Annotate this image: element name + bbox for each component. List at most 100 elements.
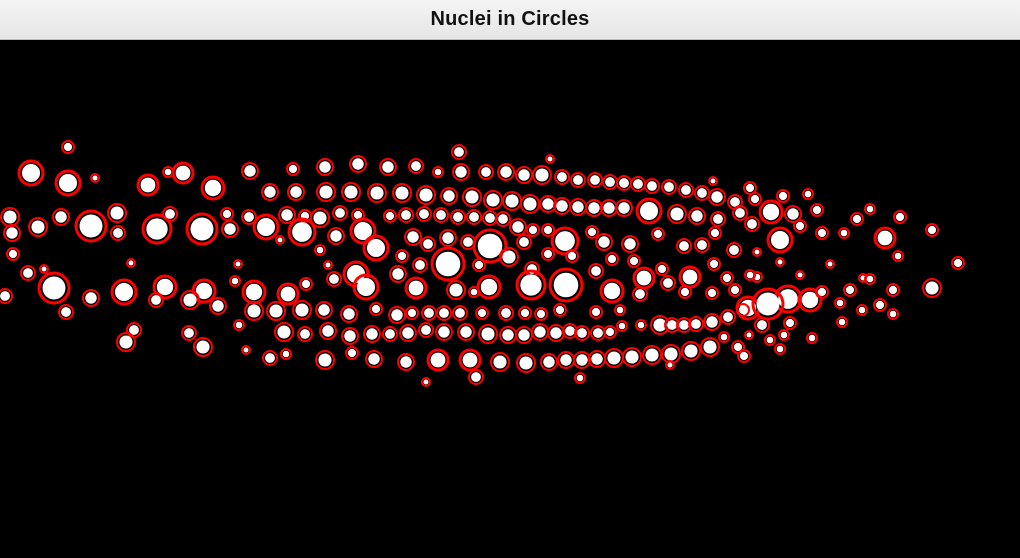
nucleus-blob [664, 347, 678, 361]
nucleus-detection [518, 306, 532, 320]
nucleus-blob [463, 237, 473, 247]
nucleus-blob [329, 274, 339, 284]
nucleus-detection [20, 265, 36, 281]
nucleus-detection [678, 265, 702, 289]
nucleus-blob [776, 345, 784, 353]
detection-circle [287, 217, 317, 247]
nucleus-blob [474, 260, 484, 270]
detection-circle [286, 162, 300, 176]
nucleus-blob [347, 348, 357, 358]
nucleus-blob [710, 228, 720, 238]
detection-circle [748, 192, 762, 206]
nucleus-blob [55, 211, 67, 223]
nucleus-blob [681, 185, 691, 195]
nucleus-detection [547, 324, 565, 342]
nucleus-detection [605, 252, 619, 266]
nucleus-blob [679, 320, 689, 330]
nucleus-blob [720, 333, 728, 341]
nucleus-blob [301, 279, 311, 289]
nuclei-image [0, 140, 965, 387]
nucleus-blob [639, 201, 659, 221]
detection-circle [408, 158, 424, 174]
nucleus-blob [534, 326, 546, 338]
detection-circle [252, 213, 280, 241]
nucleus-detection [363, 325, 381, 343]
detection-circle [708, 226, 722, 240]
detection-circle [495, 211, 511, 227]
detection-circle [951, 256, 965, 270]
nucleus-blob [481, 327, 495, 341]
nucleus-detection [539, 195, 557, 213]
nucleus-blob [423, 379, 429, 385]
detection-circle [720, 271, 734, 285]
nucleus-detection [688, 207, 706, 225]
detection-circle [515, 269, 547, 301]
detection-circle [632, 286, 648, 302]
nucleus-detection [616, 175, 632, 191]
detection-circle [651, 227, 665, 241]
nucleus-blob [319, 161, 331, 173]
nucleus-detection [661, 179, 677, 195]
nucleus-detection [352, 273, 380, 301]
nucleus-blob [477, 233, 503, 259]
nucleus-blob [619, 178, 629, 188]
detection-circle [635, 197, 663, 225]
nucleus-detection [292, 300, 312, 320]
nucleus-blob [664, 182, 674, 192]
nucleus-blob [877, 230, 893, 246]
nucleus-detection [622, 347, 642, 367]
detection-circle [180, 290, 200, 310]
nucleus-blob [42, 276, 66, 300]
nucleus-blob [707, 288, 717, 298]
nucleus-blob [729, 245, 739, 255]
nucleus-blob [8, 249, 18, 259]
detection-circle [810, 203, 824, 217]
nucleus-blob [547, 156, 553, 162]
nucleus-blob [344, 185, 358, 199]
detection-circle [379, 158, 397, 176]
detection-circle [526, 223, 540, 237]
detection-circle [925, 223, 939, 237]
nucleus-detection [651, 227, 665, 241]
nucleus-blob [812, 205, 822, 215]
detection-circle [241, 209, 257, 225]
nucleus-blob [691, 210, 703, 222]
nucleus-detection [752, 247, 762, 257]
nucleus-blob [128, 260, 134, 266]
detection-circle [349, 217, 377, 245]
nucleus-blob [129, 325, 139, 335]
nucleus-detection [220, 207, 234, 221]
nucleus-detection [116, 332, 136, 352]
detection-circle [472, 258, 486, 272]
detection-circle [886, 283, 900, 297]
nucleus-detection [743, 181, 757, 195]
detection-circle [28, 217, 48, 237]
nucleus-detection [54, 169, 82, 197]
detection-circle [776, 189, 790, 203]
nucleus-blob [231, 277, 239, 285]
nucleus-detection [718, 331, 730, 343]
detection-circle [922, 278, 942, 298]
detection-circle [707, 257, 721, 271]
nucleus-blob [519, 356, 533, 370]
nucleus-blob [243, 347, 249, 353]
nucleus-detection [502, 191, 522, 211]
nucleus-blob [190, 217, 214, 241]
title-bar[interactable]: Nuclei in Circles [0, 0, 1020, 40]
nucleus-detection [286, 162, 300, 176]
detection-circle [462, 187, 482, 207]
detection-circle [241, 345, 251, 355]
nucleus-detection [345, 346, 359, 360]
detection-circle [209, 297, 227, 315]
detection-circle [815, 226, 829, 240]
detection-circle [107, 203, 127, 223]
window-title: Nuclei in Circles [430, 8, 590, 30]
nucleus-blob [735, 208, 745, 218]
nucleus-blob [730, 197, 740, 207]
detection-circle [703, 313, 721, 331]
nucleus-blob [667, 320, 677, 330]
nucleus-blob [175, 165, 191, 181]
nucleus-blob [591, 266, 601, 276]
nucleus-detection [775, 257, 785, 267]
